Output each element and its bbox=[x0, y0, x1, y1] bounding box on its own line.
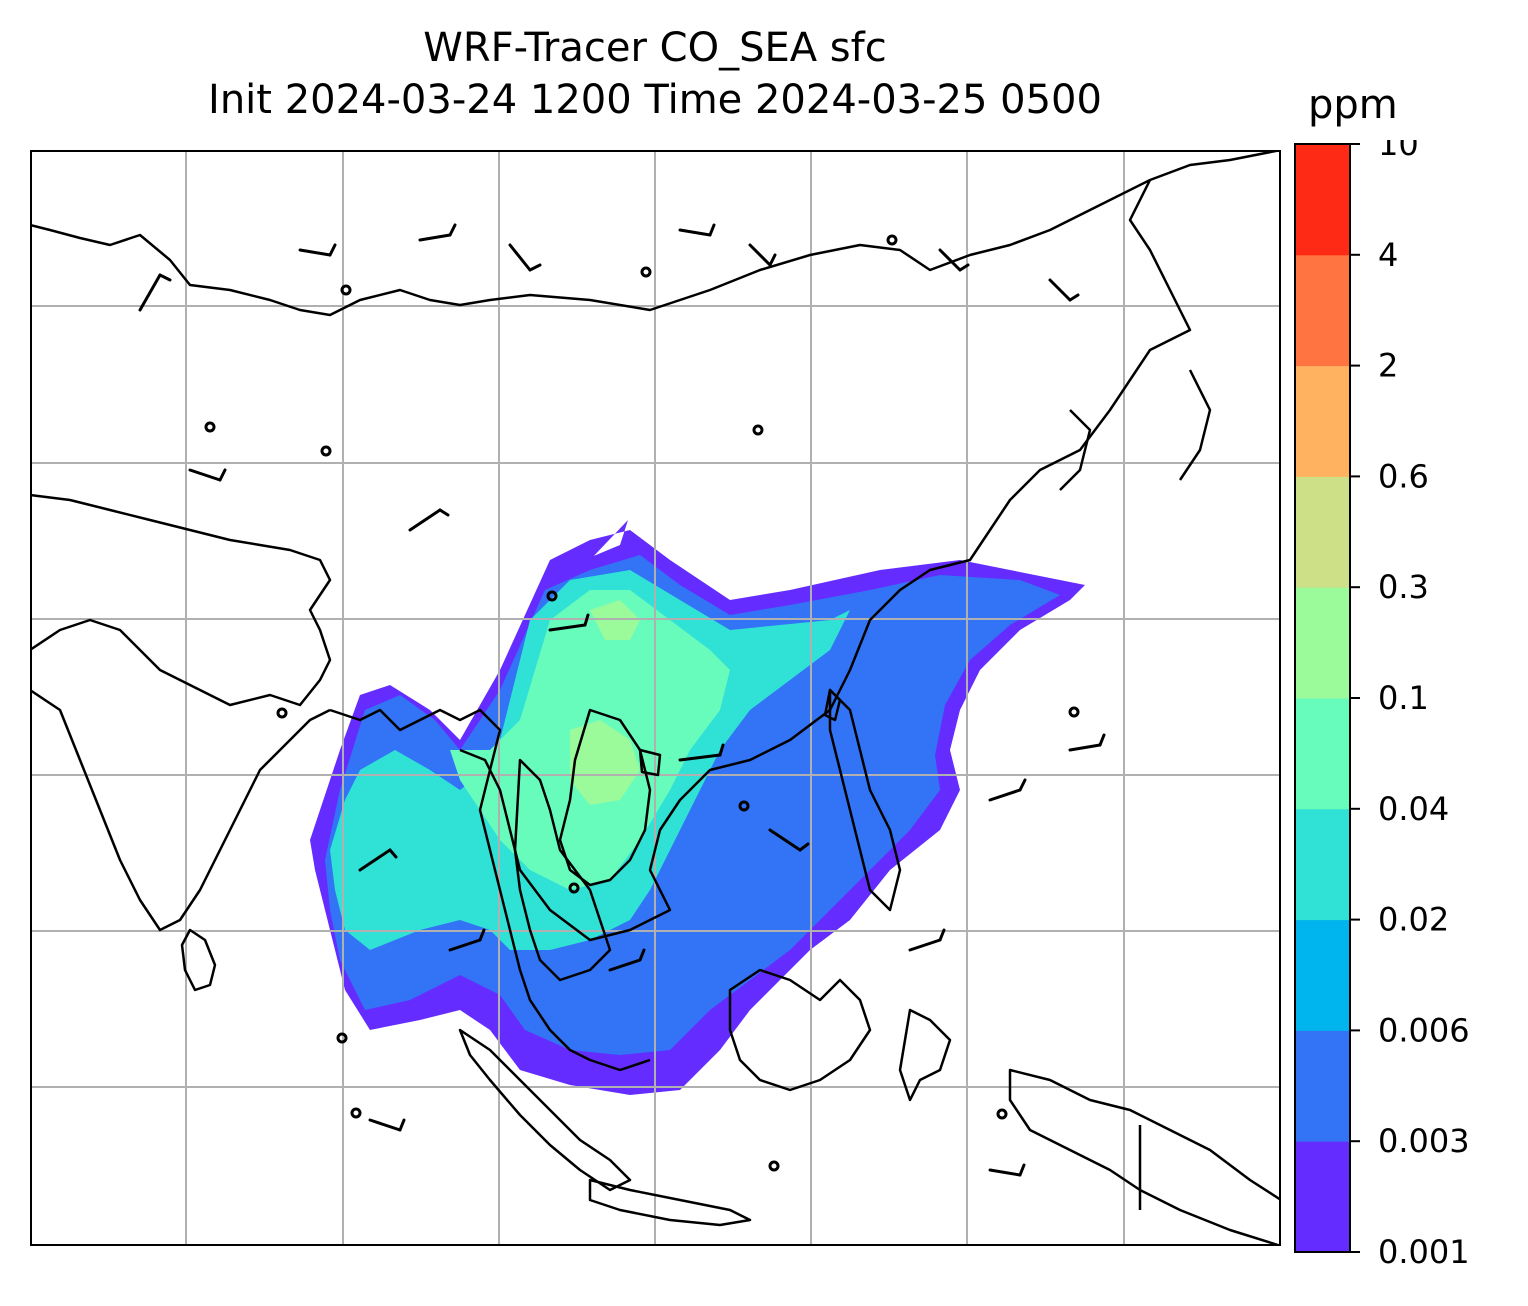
coastline-myanmar bbox=[329, 708, 651, 1072]
calm-marker bbox=[568, 882, 580, 894]
colorbar-ticks: 0.001 0.003 0.006 0.02 0.04 0.1 0.3 0.6 2 4 10 bbox=[1350, 140, 1470, 1271]
calm-marker bbox=[546, 590, 558, 602]
wind-barb bbox=[408, 508, 450, 532]
colorbar-segment bbox=[1295, 1030, 1350, 1142]
gridlines bbox=[30, 150, 1281, 1246]
map-panel[interactable] bbox=[30, 150, 1281, 1246]
colorbar-tick-label: 4 bbox=[1378, 236, 1398, 274]
calm-marker bbox=[738, 800, 750, 812]
colorbar-tick-label: 0.1 bbox=[1378, 679, 1429, 717]
wind-barb bbox=[608, 948, 646, 972]
calm-marker bbox=[276, 707, 288, 719]
colorbar-unit: ppm bbox=[1308, 82, 1398, 128]
hainan bbox=[638, 748, 662, 777]
colorbar-tick-label: 0.6 bbox=[1378, 457, 1429, 495]
map-title: WRF-Tracer CO_SEA sfc Init 2024-03-24 12… bbox=[30, 22, 1280, 126]
colorbar-tick-label: 2 bbox=[1378, 347, 1398, 385]
colorbar-segment bbox=[1295, 144, 1350, 256]
tracer-plume bbox=[310, 520, 1085, 1095]
calm-marker bbox=[768, 1160, 780, 1172]
plume-level-5 bbox=[570, 600, 640, 805]
colorbar-tick-label: 0.003 bbox=[1378, 1122, 1470, 1160]
philippines bbox=[828, 688, 902, 912]
coastline-thailand bbox=[513, 758, 612, 982]
coastline-china-east bbox=[459, 179, 1192, 942]
java bbox=[588, 1178, 752, 1227]
wind-barb bbox=[548, 613, 590, 632]
calm-marker bbox=[350, 1107, 362, 1119]
wind-barb bbox=[988, 778, 1027, 802]
colorbar-tick-label: 10 bbox=[1378, 140, 1419, 163]
map-frame bbox=[30, 150, 1281, 1246]
coastline-asia-north bbox=[30, 150, 1281, 317]
wind-barb bbox=[988, 1163, 1026, 1177]
coastlines bbox=[30, 150, 1281, 1246]
wind-barb bbox=[418, 223, 457, 242]
wind-barb bbox=[768, 828, 810, 852]
colorbar-tick-label: 0.04 bbox=[1378, 790, 1449, 828]
colorbar-segments bbox=[1295, 144, 1350, 1253]
wind-barb bbox=[748, 243, 777, 267]
colorbar-segment bbox=[1295, 476, 1350, 588]
borneo bbox=[728, 968, 872, 1092]
title-line-1: WRF-Tracer CO_SEA sfc bbox=[423, 25, 887, 71]
wind-barb bbox=[938, 248, 970, 272]
new-guinea bbox=[1008, 1068, 1281, 1246]
wind-barb bbox=[508, 243, 542, 272]
wind-barb bbox=[368, 1118, 406, 1132]
sri-lanka bbox=[180, 928, 217, 992]
calm-marker bbox=[886, 234, 898, 246]
calm-marker bbox=[204, 421, 216, 433]
colorbar-tick-label: 0.001 bbox=[1378, 1233, 1470, 1271]
colorbar-segment bbox=[1295, 919, 1350, 1031]
korea-japan bbox=[1059, 369, 1212, 491]
colorbar-segment bbox=[1295, 254, 1350, 367]
wind-barb bbox=[448, 928, 486, 952]
calm-marker bbox=[336, 1032, 348, 1044]
coastline-india bbox=[30, 493, 332, 707]
colorbar-segment bbox=[1295, 808, 1350, 921]
sulawesi bbox=[898, 1008, 952, 1102]
calm-marker bbox=[320, 445, 332, 457]
wind-barb bbox=[138, 273, 172, 312]
title-line-2: Init 2024-03-24 1200 Time 2024-03-25 050… bbox=[208, 77, 1102, 123]
calm-markers bbox=[204, 234, 1080, 1172]
wind-barb bbox=[298, 243, 337, 257]
wind-barb bbox=[678, 743, 725, 762]
colorbar-tick-label: 0.3 bbox=[1378, 568, 1429, 606]
wind-barb bbox=[358, 848, 398, 872]
colorbar-segment bbox=[1295, 365, 1350, 477]
taiwan bbox=[823, 688, 842, 722]
calm-marker bbox=[996, 1108, 1008, 1120]
colorbar: 0.001 0.003 0.006 0.02 0.04 0.1 0.3 0.6 2 4 10 bbox=[1294, 140, 1470, 1271]
sumatra bbox=[458, 1028, 632, 1192]
colorbar-tick-label: 0.006 bbox=[1378, 1011, 1470, 1049]
colorbar-segment bbox=[1295, 1141, 1350, 1253]
wind-barb bbox=[908, 928, 946, 952]
calm-marker bbox=[340, 284, 352, 296]
wind-barb bbox=[678, 223, 716, 237]
calm-marker bbox=[752, 424, 764, 436]
wind-barb bbox=[188, 468, 227, 482]
calm-marker bbox=[640, 266, 652, 278]
calm-marker bbox=[1068, 706, 1080, 718]
wind-barb bbox=[1068, 733, 1106, 752]
coastline-india-west bbox=[30, 688, 331, 932]
wind-barbs bbox=[138, 223, 1106, 1177]
colorbar-tick-label: 0.02 bbox=[1378, 901, 1449, 939]
colorbar-segment bbox=[1295, 587, 1350, 699]
wind-barb bbox=[1048, 278, 1080, 302]
colorbar-segment bbox=[1295, 698, 1350, 810]
